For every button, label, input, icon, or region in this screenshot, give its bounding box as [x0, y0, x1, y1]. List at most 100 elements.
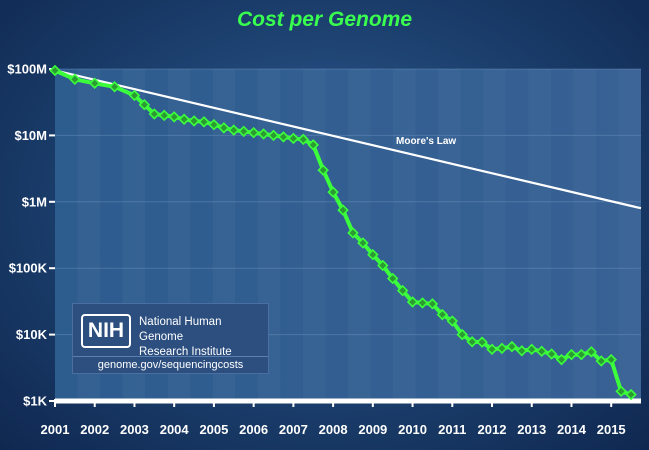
- data-point: [307, 139, 319, 151]
- data-point: [218, 122, 230, 134]
- data-point: [237, 125, 250, 138]
- data-point: [555, 353, 568, 366]
- x-tick-label: 2001: [41, 422, 70, 437]
- data-point: [526, 343, 538, 356]
- data-point: [625, 388, 637, 401]
- y-tick-label: $1K: [23, 394, 47, 409]
- x-tick-label: 2007: [279, 422, 308, 437]
- data-point: [615, 385, 627, 398]
- data-point: [49, 64, 61, 77]
- data-point: [466, 336, 478, 348]
- data-point: [228, 124, 240, 136]
- data-point: [108, 81, 121, 93]
- institute-name: National Human Genome Research Institute: [139, 315, 267, 360]
- data-point: [327, 186, 339, 198]
- divider: [73, 356, 268, 357]
- data-point: [287, 132, 300, 145]
- data-point: [565, 348, 578, 361]
- plot-band: [618, 69, 641, 401]
- data-point: [426, 298, 439, 310]
- data-point: [178, 113, 190, 125]
- plot-band: [325, 69, 348, 401]
- x-tick-label: 2005: [199, 422, 228, 437]
- data-point: [208, 118, 220, 131]
- data-point: [456, 328, 468, 341]
- data-point: [406, 296, 419, 308]
- chart-title: Cost per Genome: [236, 8, 413, 31]
- moores-law-label: Moore's Law: [396, 136, 456, 147]
- plot-band: [393, 69, 416, 401]
- data-point: [148, 108, 161, 120]
- x-tick-label: 2008: [319, 422, 348, 437]
- plot-band: [483, 69, 506, 401]
- x-tick-label: 2013: [517, 422, 546, 437]
- institute-name-line1: National Human Genome: [139, 316, 222, 343]
- y-tick-label: $100K: [9, 261, 48, 276]
- data-point: [357, 237, 369, 249]
- data-point: [158, 109, 170, 122]
- data-point: [446, 315, 459, 327]
- source-url[interactable]: genome.gov/sequencingcosts: [97, 359, 244, 371]
- data-point: [595, 355, 608, 367]
- institute-name-line2: Research Institute: [139, 346, 232, 358]
- series-markers: [49, 64, 637, 401]
- data-point: [575, 348, 588, 361]
- tick-labels: $100M $10M $1M $100K $10K $1K 2001 2002 2003 2004…: [7, 62, 625, 438]
- data-point: [138, 98, 151, 111]
- data-point: [486, 343, 498, 356]
- plot-band: [371, 69, 394, 401]
- data-point: [377, 259, 389, 272]
- x-tick-label: 2002: [80, 422, 109, 437]
- x-tick-label: 2015: [597, 422, 626, 437]
- plot-band: [302, 69, 326, 401]
- x-tick-label: 2011: [438, 422, 466, 437]
- nih-logo: NIH: [81, 314, 131, 348]
- y-tick-label: $1M: [22, 194, 47, 209]
- plot-band: [596, 69, 619, 401]
- x-tick-label: 2014: [557, 422, 587, 437]
- data-point: [585, 346, 598, 358]
- moores-law-line: [54, 69, 642, 210]
- x-tick-label: 2004: [160, 422, 190, 437]
- data-point: [69, 73, 81, 86]
- data-point: [198, 116, 210, 128]
- data-point: [605, 353, 617, 366]
- x-tick-label: 2003: [120, 422, 149, 437]
- data-point: [396, 284, 409, 297]
- data-point: [257, 128, 270, 140]
- y-tick-label: $10M: [14, 128, 47, 143]
- data-point: [88, 77, 101, 89]
- plot-band: [438, 69, 461, 401]
- y-tick-label: $10K: [16, 327, 48, 342]
- x-tick-label: 2010: [398, 422, 427, 437]
- data-point: [247, 126, 260, 139]
- data-point: [386, 272, 399, 285]
- plot-band: [461, 69, 484, 401]
- x-tick-label: 2006: [239, 422, 268, 437]
- data-point: [436, 308, 449, 321]
- data-point: [128, 89, 141, 102]
- data-point: [277, 131, 290, 143]
- data-point: [317, 164, 329, 176]
- data-point: [188, 115, 200, 127]
- data-point: [367, 248, 379, 261]
- data-point: [476, 336, 488, 348]
- data-point: [506, 340, 518, 353]
- data-point: [168, 111, 180, 123]
- data-point: [297, 133, 310, 146]
- x-tick-label: 2009: [358, 422, 387, 437]
- data-point: [545, 348, 558, 360]
- data-point: [496, 342, 508, 355]
- data-point: [535, 345, 548, 358]
- plot-band: [280, 69, 303, 401]
- data-point: [337, 204, 349, 216]
- y-tick-label: $100M: [7, 62, 47, 77]
- data-point: [267, 129, 280, 142]
- plot-band: [573, 69, 596, 401]
- plot-band: [416, 69, 439, 401]
- x-tick-label: 2012: [478, 422, 507, 437]
- plot-band: [528, 69, 551, 401]
- plot-band: [348, 69, 371, 401]
- data-point: [516, 345, 528, 357]
